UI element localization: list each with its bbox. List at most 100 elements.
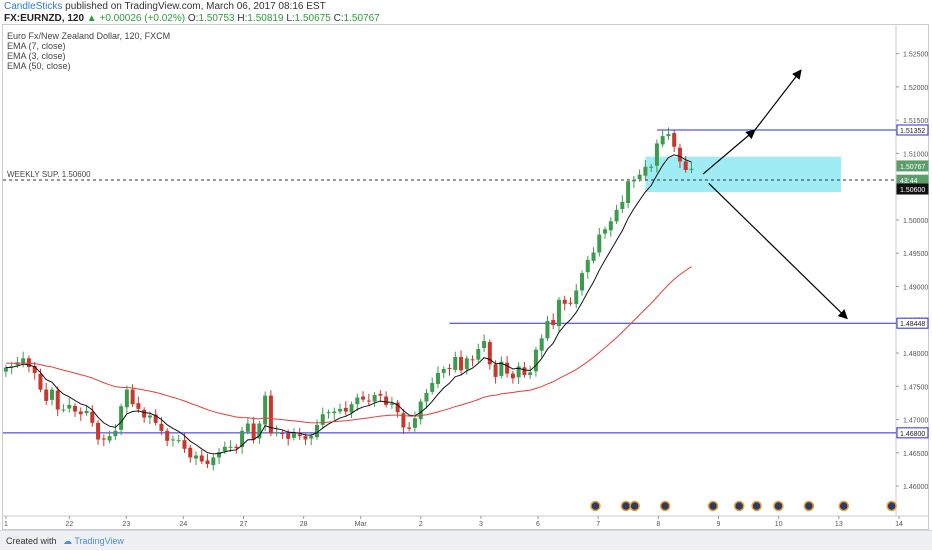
x-tick-label: 2: [419, 521, 423, 528]
economic-event-icon[interactable]: [707, 500, 719, 512]
candle-body: [78, 411, 83, 415]
candle-body: [274, 432, 279, 434]
candle-body: [649, 166, 654, 168]
tradingview-logo[interactable]: ☁ TradingView: [63, 536, 124, 546]
tradingview-brand: TradingView: [74, 536, 124, 546]
price-chart[interactable]: 1.525001.520001.515001.510001.505001.500…: [0, 0, 932, 530]
candle-body: [15, 362, 20, 366]
candle-body: [539, 338, 544, 351]
legend-ema-3[interactable]: EMA (3, close): [7, 51, 66, 61]
candle-body: [21, 358, 26, 364]
candle-body: [314, 424, 319, 438]
x-tick-label: 14: [895, 521, 903, 528]
y-tick-label: 1.51000: [903, 151, 928, 158]
economic-event-icon[interactable]: [620, 500, 632, 512]
price-axis-badge-label: 1.48448: [900, 321, 925, 328]
candle-body: [487, 342, 492, 365]
economic-event-icon[interactable]: [629, 500, 640, 512]
economic-event-icon[interactable]: [590, 500, 601, 512]
economic-event-icon[interactable]: [803, 500, 815, 512]
x-tick-label: 28: [300, 521, 308, 528]
x-tick-label: 9: [717, 521, 721, 528]
candle-body: [677, 147, 682, 162]
ohlc-close: 1.50767: [343, 13, 380, 24]
candle-body: [551, 320, 556, 326]
y-tick-label: 1.48000: [903, 351, 928, 358]
economic-event-icon[interactable]: [659, 500, 671, 512]
projection-arrow[interactable]: [702, 129, 756, 175]
candle-body: [378, 393, 383, 396]
support-zone[interactable]: [645, 156, 842, 192]
candle-body: [61, 409, 66, 411]
x-tick-label: 7: [596, 521, 600, 528]
ema-long-line[interactable]: [5, 266, 692, 424]
x-tick-label: 27: [240, 521, 248, 528]
publish-header: CandleSticks published on TradingView.co…: [0, 0, 932, 24]
candle-body: [389, 403, 394, 405]
candle-body: [470, 359, 475, 361]
author-link[interactable]: CandleSticks: [4, 1, 63, 12]
candle-body: [626, 181, 631, 203]
candle-body: [384, 396, 389, 405]
candle-body: [291, 433, 296, 438]
candle-body: [608, 221, 613, 231]
weekly-support-label: WEEKLY SUP. 1.50600: [7, 170, 91, 179]
x-tick-label: 8: [656, 521, 660, 528]
candle-body: [113, 430, 118, 437]
chart-frame[interactable]: [2, 24, 929, 530]
candle-body: [620, 201, 625, 209]
ema-short-line[interactable]: [5, 154, 692, 455]
candle-body: [309, 436, 314, 439]
y-tick-label: 1.49500: [903, 251, 928, 258]
candle-body: [332, 411, 337, 414]
ohlc-low-label: L:: [286, 13, 295, 24]
y-tick-label: 1.52500: [903, 52, 928, 59]
candle-body: [280, 433, 285, 435]
economic-event-icon[interactable]: [886, 500, 897, 512]
candle-body: [303, 436, 308, 440]
price-axis-badge: [896, 427, 929, 439]
candle-body: [372, 394, 377, 402]
candle-body: [654, 143, 659, 166]
candle-body: [361, 396, 366, 400]
candle-body: [228, 446, 233, 448]
candle-body: [580, 273, 585, 291]
y-tick-label: 1.46500: [903, 451, 928, 458]
candle-body: [482, 341, 487, 349]
legend-ema-7[interactable]: EMA (7, close): [7, 41, 66, 51]
x-tick-label: Mar: [355, 521, 368, 528]
candle-body: [407, 427, 412, 429]
candle-body: [32, 365, 37, 373]
ohlc-open: 1.50753: [198, 13, 235, 24]
economic-event-icon[interactable]: [773, 500, 784, 512]
legend-ema-50[interactable]: EMA (50, close): [7, 61, 71, 71]
candle-body: [263, 395, 268, 425]
price-axis-badge-label: 1.46800: [900, 431, 925, 438]
economic-event-icon[interactable]: [751, 500, 762, 512]
candle-body: [107, 436, 112, 441]
candle-body: [366, 400, 371, 402]
ohlc-low: 1.50675: [294, 13, 331, 24]
candle-body: [568, 302, 573, 304]
projection-arrow[interactable]: [708, 182, 848, 320]
candle-body: [38, 373, 43, 390]
candle-body: [418, 401, 423, 420]
price-change: ▲ +0.00026 (+0.02%): [86, 13, 186, 24]
candle-body: [136, 403, 141, 409]
footer-bar: Created with ☁ TradingView: [0, 530, 932, 550]
projection-arrow[interactable]: [754, 69, 802, 131]
candle-body: [194, 455, 199, 459]
x-tick-label: 24: [179, 521, 187, 528]
economic-event-icon[interactable]: [838, 500, 849, 512]
candle-body: [211, 457, 216, 466]
legend-title: Euro Fx/New Zealand Dollar, 120, FXCM: [7, 31, 171, 41]
price-axis-badge-label: 43:44: [900, 178, 918, 185]
candle-body: [603, 229, 608, 234]
candle-body: [447, 367, 452, 369]
candle-body: [343, 407, 348, 412]
x-tick-label: 23: [122, 521, 130, 528]
candle-body: [510, 373, 515, 379]
candle-body: [643, 166, 648, 176]
price-axis-badge: [896, 160, 929, 172]
economic-event-icon[interactable]: [733, 500, 745, 512]
